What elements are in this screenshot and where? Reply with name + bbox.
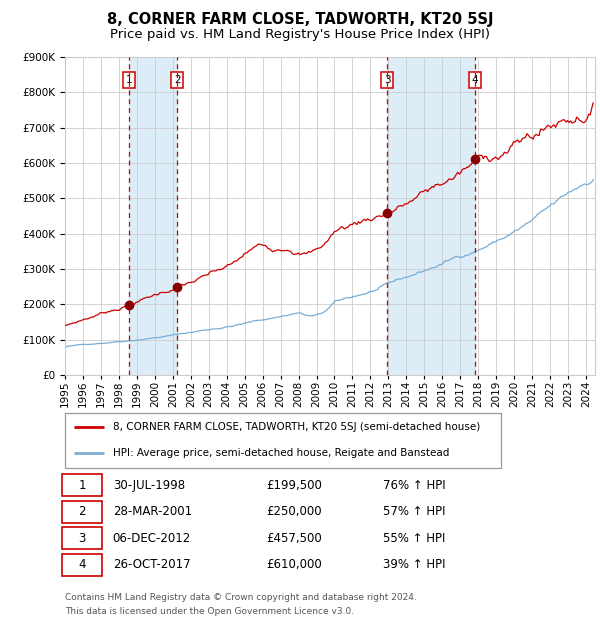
Text: 26-OCT-2017: 26-OCT-2017 <box>113 558 190 571</box>
Text: 30-JUL-1998: 30-JUL-1998 <box>113 479 185 492</box>
Text: 8, CORNER FARM CLOSE, TADWORTH, KT20 5SJ (semi-detached house): 8, CORNER FARM CLOSE, TADWORTH, KT20 5SJ… <box>113 422 480 432</box>
Text: £250,000: £250,000 <box>266 505 322 518</box>
Text: 39% ↑ HPI: 39% ↑ HPI <box>383 558 445 571</box>
Text: 76% ↑ HPI: 76% ↑ HPI <box>383 479 446 492</box>
Text: 57% ↑ HPI: 57% ↑ HPI <box>383 505 445 518</box>
Text: Contains HM Land Registry data © Crown copyright and database right 2024.: Contains HM Land Registry data © Crown c… <box>65 593 417 602</box>
Text: This data is licensed under the Open Government Licence v3.0.: This data is licensed under the Open Gov… <box>65 607 354 616</box>
FancyBboxPatch shape <box>62 527 102 549</box>
Text: 2: 2 <box>174 75 181 85</box>
Text: Price paid vs. HM Land Registry's House Price Index (HPI): Price paid vs. HM Land Registry's House … <box>110 28 490 41</box>
FancyBboxPatch shape <box>62 500 102 523</box>
Text: 4: 4 <box>472 75 478 85</box>
Text: £457,500: £457,500 <box>266 532 322 545</box>
Text: 4: 4 <box>79 558 86 571</box>
Text: 28-MAR-2001: 28-MAR-2001 <box>113 505 192 518</box>
Text: 3: 3 <box>384 75 391 85</box>
Text: 1: 1 <box>126 75 133 85</box>
Text: 55% ↑ HPI: 55% ↑ HPI <box>383 532 445 545</box>
FancyBboxPatch shape <box>62 554 102 576</box>
Bar <box>130 57 177 375</box>
FancyBboxPatch shape <box>65 413 501 468</box>
Text: HPI: Average price, semi-detached house, Reigate and Banstead: HPI: Average price, semi-detached house,… <box>113 448 449 458</box>
Text: 3: 3 <box>79 532 86 545</box>
Text: 1: 1 <box>79 479 86 492</box>
Text: £199,500: £199,500 <box>266 479 322 492</box>
Bar <box>387 57 475 375</box>
Text: 2: 2 <box>79 505 86 518</box>
FancyBboxPatch shape <box>62 474 102 497</box>
Text: 8, CORNER FARM CLOSE, TADWORTH, KT20 5SJ: 8, CORNER FARM CLOSE, TADWORTH, KT20 5SJ <box>107 12 493 27</box>
Text: 06-DEC-2012: 06-DEC-2012 <box>113 532 191 545</box>
Text: £610,000: £610,000 <box>266 558 322 571</box>
